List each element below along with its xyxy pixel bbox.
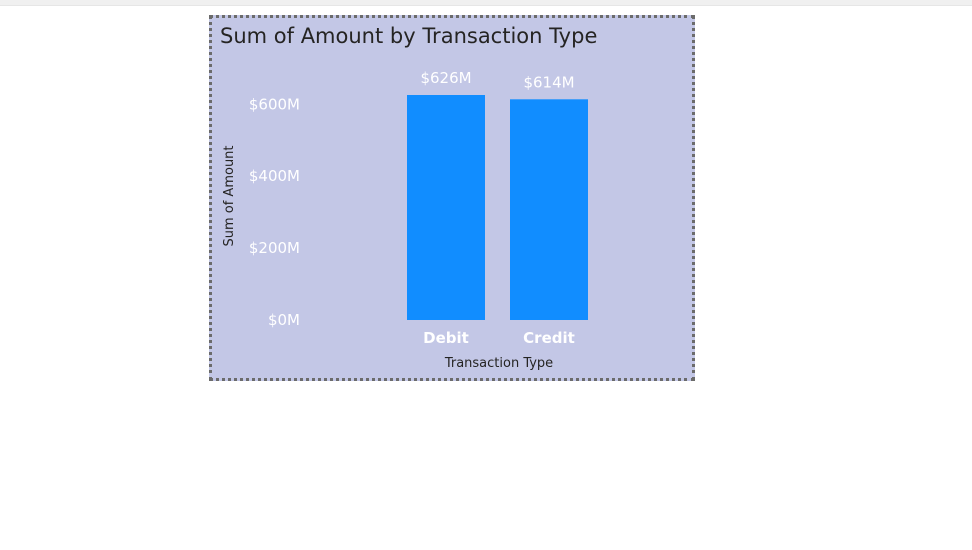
data-labels: $626M $614M	[420, 69, 574, 91]
y-tick-label: $400M	[249, 167, 300, 185]
chart-title: Sum of Amount by Transaction Type	[220, 24, 597, 48]
data-label: $626M	[420, 69, 471, 87]
y-axis: $0M $200M $400M $600M	[249, 95, 300, 329]
y-axis-title: Sum of Amount	[222, 145, 237, 246]
top-bar	[0, 0, 972, 6]
x-tick-label: Debit	[423, 329, 469, 347]
x-axis: Debit Credit	[423, 329, 575, 347]
y-tick-label: $600M	[249, 95, 300, 113]
y-tick-label: $0M	[268, 311, 300, 329]
chart-visual[interactable]: Sum of Amount by Transaction Type $0M $20…	[209, 15, 695, 381]
x-tick-label: Credit	[523, 329, 575, 347]
data-label: $614M	[523, 73, 574, 91]
y-tick-label: $200M	[249, 239, 300, 257]
bar-debit[interactable]	[407, 95, 485, 320]
bar-chart: Sum of Amount by Transaction Type $0M $20…	[220, 24, 597, 371]
x-axis-title: Transaction Type	[444, 356, 553, 371]
bar-credit[interactable]	[510, 99, 588, 320]
bars	[407, 95, 588, 320]
